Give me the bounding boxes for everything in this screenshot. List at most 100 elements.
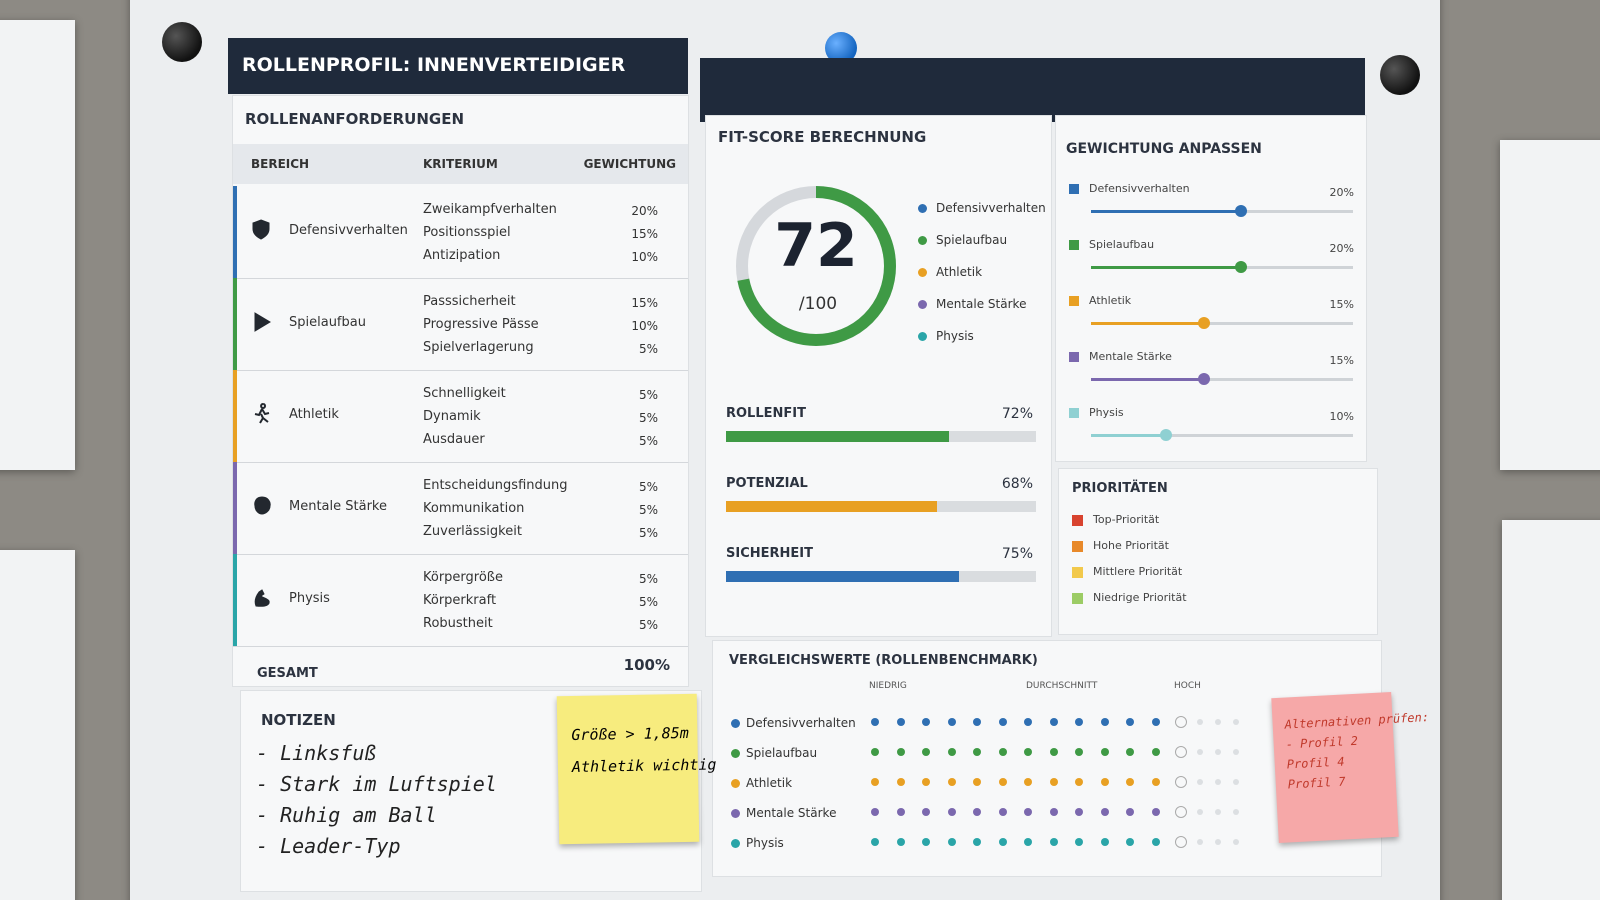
- criterion: Dynamik: [423, 409, 481, 424]
- dot: [1024, 838, 1032, 846]
- weighting-panel: GEWICHTUNG ANPASSEN Defensivverhalten 20%…: [1055, 115, 1367, 462]
- dot: [922, 748, 930, 756]
- header-bar: [700, 58, 1365, 122]
- slider-fill: [1091, 322, 1204, 325]
- requirement-group: Physis Körpergröße 5% Körperkraft 5% Robusthe…: [233, 554, 688, 647]
- weight-value: 10%: [1329, 410, 1354, 423]
- swatch: [1072, 567, 1083, 578]
- legend-dot: [731, 779, 740, 788]
- fit-score-panel: FIT-SCORE BERECHNUNG 72 /100 Defensivver…: [705, 115, 1052, 637]
- dot: [1075, 748, 1083, 756]
- icon: [254, 312, 271, 332]
- dot: [1126, 718, 1134, 726]
- column-header: BEREICH KRITERIUM GEWICHTUNG: [233, 144, 688, 184]
- legend-dot: [731, 719, 740, 728]
- icon: [254, 403, 270, 424]
- heading: VERGLEICHSWERTE (ROLLENBENCHMARK): [729, 653, 1038, 668]
- dot: [1024, 718, 1032, 726]
- bar-track: [726, 431, 1036, 442]
- dot: [1100, 718, 1109, 726]
- slider-track: [1091, 373, 1353, 385]
- requirement-group: Spielaufbau Passsicherheit 15% Progressive …: [233, 278, 688, 371]
- slider-knob[interactable]: [1197, 317, 1210, 329]
- dot: [973, 778, 981, 786]
- legend-dot: [731, 809, 740, 818]
- dot-faded: [1233, 839, 1239, 845]
- group-strip: [233, 554, 237, 646]
- note: - Leader-Typ: [256, 834, 401, 858]
- side-paper: [0, 20, 75, 470]
- group-strip: [233, 186, 237, 278]
- swatch: [1069, 240, 1079, 250]
- dot: [1126, 808, 1134, 816]
- criterion: Positionsspiel: [423, 225, 511, 240]
- dot: [896, 718, 905, 726]
- dot-faded: [1197, 839, 1203, 845]
- weight-label: Physis: [1089, 406, 1124, 419]
- slider-knob[interactable]: [1235, 205, 1247, 217]
- criterion: Körperkraft: [423, 593, 497, 608]
- slider-knob[interactable]: [1197, 373, 1210, 385]
- dot-faded: [1233, 779, 1239, 785]
- dot: [947, 808, 956, 816]
- dot: [1075, 838, 1083, 846]
- sticky-note: Alternativen prüfen: - Profil 2 Profil 4 Pr…: [1271, 691, 1429, 844]
- dot: [871, 718, 879, 726]
- slider-track: [1091, 317, 1353, 329]
- weight: 10%: [631, 319, 658, 333]
- row-label: Defensivverhalten: [746, 716, 856, 730]
- legend-label: Athletik: [936, 265, 983, 279]
- dot: [973, 718, 981, 726]
- criterion: Antizipation: [423, 248, 501, 263]
- weight-label: Mentale Stärke: [1089, 350, 1172, 363]
- dot: [896, 808, 905, 816]
- dot: [998, 838, 1007, 846]
- dot-empty: [1175, 806, 1187, 818]
- scale-label: HOCH: [1174, 681, 1201, 691]
- icon: [254, 496, 271, 515]
- requirement-group: Defensivverhalten Zweikampfverhalten 20% Po…: [233, 186, 688, 279]
- dot: [1100, 778, 1109, 786]
- swatch: [1072, 541, 1083, 552]
- dot: [947, 778, 956, 786]
- bar-value: 75%: [1001, 546, 1033, 562]
- weight-label: Defensivverhalten: [1089, 182, 1190, 195]
- dot: [1024, 778, 1032, 786]
- dot: [871, 778, 879, 786]
- legend-dot: [918, 268, 927, 277]
- dot: [1049, 748, 1058, 756]
- slider-fill: [1091, 210, 1241, 213]
- legend-label: Spielaufbau: [936, 233, 1008, 247]
- column: BEREICH: [251, 157, 310, 171]
- dot: [1024, 748, 1032, 756]
- group-strip: [233, 278, 237, 370]
- slider-knob[interactable]: [1235, 261, 1247, 273]
- legend-label: Defensivverhalten: [936, 201, 1046, 215]
- dot-empty: [1175, 776, 1187, 788]
- dot: [998, 778, 1007, 786]
- sticky-line: Athletik wichtig: [571, 755, 717, 776]
- bar-value: 72%: [1001, 406, 1033, 422]
- total-label: GESAMT: [257, 666, 318, 681]
- dot: [922, 808, 930, 816]
- row-label: Spielaufbau: [746, 746, 818, 760]
- dot: [998, 808, 1007, 816]
- swatch: [1072, 593, 1083, 604]
- dot: [871, 808, 879, 816]
- dot: [1151, 748, 1160, 756]
- dot-empty: [1175, 716, 1187, 728]
- dot: [1049, 778, 1058, 786]
- ring-arc: [736, 186, 896, 346]
- priority-label: Niedrige Priorität: [1093, 591, 1187, 604]
- weight: 15%: [631, 227, 658, 241]
- score: 72: [774, 211, 858, 281]
- weight: 5%: [638, 434, 658, 448]
- dot: [1075, 718, 1083, 726]
- criterion: Schnelligkeit: [423, 386, 506, 401]
- slider-knob[interactable]: [1160, 429, 1172, 441]
- dot: [871, 748, 879, 756]
- column: GEWICHTUNG: [583, 157, 676, 171]
- dot-faded: [1215, 779, 1221, 785]
- dot: [896, 748, 905, 756]
